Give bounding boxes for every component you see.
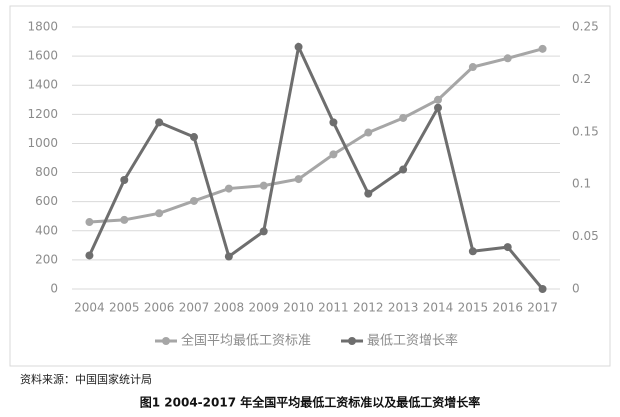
- x-tick-label: 2008: [214, 301, 245, 315]
- point: [538, 285, 547, 293]
- y-tick-label: 1200: [27, 107, 58, 121]
- point: [399, 165, 408, 174]
- y2-tick-label: 0.2: [572, 72, 591, 86]
- y-tick-label: 1600: [27, 49, 58, 63]
- x-tick-label: 2017: [527, 301, 558, 315]
- x-tick-label: 2005: [109, 301, 140, 315]
- legend-label: 最低工资增长率: [367, 333, 458, 349]
- x-tick-label: 2011: [318, 301, 349, 315]
- point: [224, 252, 233, 261]
- point: [190, 133, 198, 142]
- x-tick-label: 2006: [144, 301, 175, 315]
- point: [85, 251, 94, 260]
- point: [364, 128, 373, 137]
- y2-tick-label: 0.1: [572, 177, 591, 191]
- point: [434, 103, 442, 112]
- point: [399, 113, 408, 122]
- y2-tick-label: 0: [572, 282, 580, 296]
- series-line: [89, 47, 543, 224]
- legend-marker: [162, 337, 170, 345]
- x-tick-label: 2013: [388, 301, 419, 315]
- point: [329, 118, 338, 127]
- y-tick-label: 0: [50, 282, 58, 296]
- point: [364, 189, 373, 198]
- x-tick-label: 2012: [353, 301, 384, 315]
- legend-marker: [348, 337, 357, 345]
- point: [155, 118, 164, 127]
- point: [155, 209, 164, 218]
- y-tick-label: 400: [35, 223, 58, 237]
- y-tick-label: 1800: [27, 20, 58, 34]
- x-tick-label: 2014: [423, 301, 454, 315]
- x-tick-label: 2004: [74, 301, 105, 315]
- point: [468, 247, 477, 256]
- point: [468, 63, 477, 72]
- point: [294, 42, 303, 51]
- chart-frame: [9, 5, 611, 367]
- x-tick-label: 2010: [283, 301, 314, 315]
- x-tick-label: 2015: [458, 301, 489, 315]
- y-tick-label: 800: [35, 165, 58, 179]
- point: [503, 54, 512, 63]
- y-tick-label: 1000: [27, 136, 58, 150]
- x-tick-label: 2007: [179, 301, 210, 315]
- point: [503, 243, 512, 252]
- point: [120, 215, 129, 224]
- figure-caption: 图1 2004-2017 年全国平均最低工资标准以及最低工资增长率: [140, 395, 480, 410]
- point: [259, 227, 268, 236]
- y-tick-label: 1400: [27, 78, 58, 92]
- series-line: [88, 42, 544, 290]
- source-note: 资料来源：中国国家统计局: [20, 372, 152, 386]
- point: [538, 44, 547, 53]
- point: [329, 150, 338, 159]
- point: [294, 175, 303, 184]
- y2-tick-label: 0.15: [572, 124, 599, 138]
- y-tick-label: 200: [35, 252, 58, 266]
- y2-tick-label: 0.05: [572, 229, 599, 243]
- point: [190, 196, 198, 205]
- x-tick-label: 2016: [492, 301, 523, 315]
- point: [224, 184, 233, 193]
- x-tick-label: 2009: [248, 301, 279, 315]
- y2-tick-label: 0.25: [572, 20, 599, 34]
- y-tick-label: 600: [35, 194, 58, 208]
- point: [120, 176, 129, 185]
- legend-label: 全国平均最低工资标准: [181, 333, 311, 349]
- point: [434, 95, 442, 104]
- point: [259, 181, 268, 190]
- point: [85, 218, 94, 227]
